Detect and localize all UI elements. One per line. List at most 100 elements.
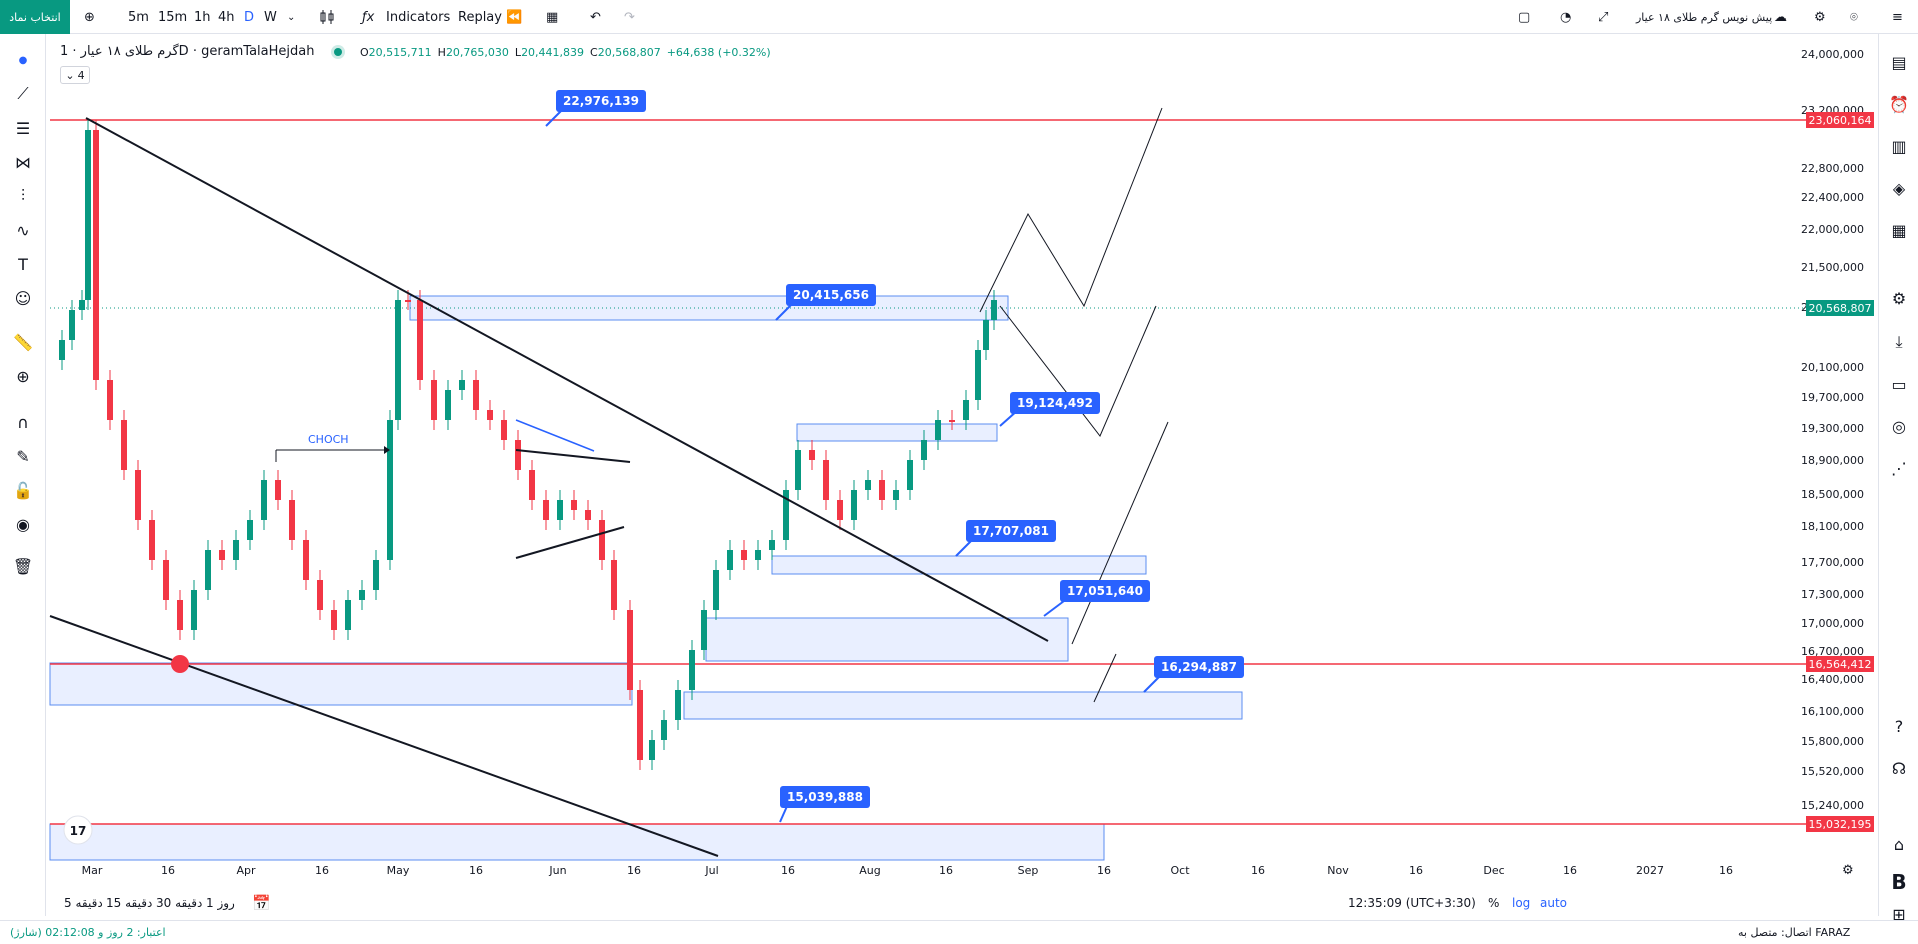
zoom-icon[interactable]: ⊕	[16, 366, 30, 386]
zone-17-7m[interactable]	[771, 555, 1147, 575]
user-icon[interactable]: ◎	[1892, 416, 1906, 436]
download-icon[interactable]: ⤓	[1895, 332, 1903, 351]
redo-icon[interactable]: ↷	[624, 9, 635, 25]
price-chart[interactable]: CHOCH 22,976,139 20,415,656 19,124,492 17,7…	[46, 34, 1878, 876]
replay-button[interactable]: Replay	[458, 9, 502, 25]
range-30m[interactable]: 30 دقیقه	[156, 896, 203, 910]
triangle-top[interactable]	[515, 449, 631, 463]
blue-line[interactable]	[515, 419, 595, 452]
indicators-button[interactable]: Indicators	[386, 9, 451, 25]
card-icon[interactable]: ▭	[1891, 374, 1907, 394]
axis-settings-icon[interactable]: ⚙	[1842, 863, 1854, 876]
interval-15m[interactable]: 15m	[158, 9, 188, 25]
zone-19m[interactable]	[796, 423, 998, 442]
callout-box[interactable]	[1154, 656, 1244, 678]
choch-annotation[interactable]: CHOCH	[275, 433, 390, 462]
log-toggle[interactable]: log	[1512, 896, 1531, 910]
menu-icon[interactable]: ≡	[1892, 9, 1903, 25]
search-icon[interactable]: ◔	[1560, 9, 1572, 25]
callout-box[interactable]	[556, 90, 646, 112]
b-icon[interactable]: B	[1891, 870, 1907, 894]
callout-box[interactable]	[966, 520, 1056, 542]
gear-icon[interactable]: ⚙	[1891, 288, 1907, 308]
emoji-icon[interactable]: ☺	[14, 288, 32, 308]
trendline-icon[interactable]: ⟋	[17, 84, 29, 103]
interval-d[interactable]: D	[244, 9, 255, 25]
text-icon[interactable]: T	[18, 254, 28, 274]
indicators-icon[interactable]: ƒx	[362, 9, 375, 25]
cursor-icon[interactable]: ●	[18, 54, 28, 66]
callout-box[interactable]	[786, 284, 876, 306]
trendline-lower[interactable]	[49, 615, 719, 857]
undo-icon[interactable]: ↶	[590, 9, 601, 25]
brush-icon[interactable]: ∿	[16, 220, 30, 240]
symbol-name[interactable]: گرم طلای ۱۸ عیار · 1D · geramTalaHejdah	[60, 44, 315, 59]
alert-icon[interactable]: ⏰	[1889, 94, 1909, 114]
percent-toggle[interactable]: %	[1488, 896, 1500, 910]
layout-icon[interactable]: ▦	[546, 9, 559, 25]
ruler-icon[interactable]: 📏	[13, 332, 33, 352]
range-15m[interactable]: 15 دقیقه	[106, 896, 153, 910]
fib-icon[interactable]: ☰	[15, 118, 31, 138]
zone-20m[interactable]	[409, 295, 1009, 321]
support-icon[interactable]: ☊	[1891, 758, 1907, 778]
time-tick: 16	[1251, 864, 1265, 876]
help-icon[interactable]: ?	[1894, 716, 1904, 736]
symbol-search-button[interactable]: انتخاب نماد	[0, 0, 70, 34]
interval-5m[interactable]: 5m	[128, 9, 149, 25]
range-1d[interactable]: 1 روز	[206, 896, 235, 910]
indicators-collapse[interactable]: ⌄ 4	[60, 66, 90, 84]
range-5m[interactable]: 5 دقیقه	[64, 896, 103, 910]
layers-icon[interactable]: ◈	[1892, 178, 1906, 198]
layout-square-icon[interactable]: ▢	[1518, 9, 1531, 25]
magnet-icon[interactable]: ∩	[17, 412, 29, 432]
snapshot-icon[interactable]: ⌾	[1850, 9, 1858, 25]
trendline-upper[interactable]	[85, 117, 1049, 642]
zone-16-2m[interactable]	[683, 691, 1243, 720]
share-icon[interactable]: ⋰	[1891, 458, 1907, 478]
symbol-legend[interactable]: گرم طلای ۱۸ عیار · 1D · geramTalaHejdah	[60, 44, 343, 59]
eye-icon[interactable]: ◉	[16, 514, 30, 534]
fullscreen-icon[interactable]: ⤢	[1598, 9, 1609, 25]
clock[interactable]: 12:35:09 (UTC+3:30)	[1348, 896, 1476, 910]
prediction-icon[interactable]: ⫶	[20, 186, 25, 205]
lock-icon[interactable]: 🔓	[13, 480, 33, 500]
app-icon[interactable]: ⊞	[1892, 904, 1906, 924]
projection-mid[interactable]	[999, 305, 1157, 437]
callout-box[interactable]	[1010, 392, 1100, 414]
cloud-icon[interactable]: ☁	[1774, 9, 1787, 25]
candle-body	[303, 540, 309, 580]
watchlist-icon[interactable]: ▤	[1891, 52, 1907, 72]
calendar-icon[interactable]: ▦	[1891, 220, 1907, 240]
candle-body	[921, 440, 927, 460]
interval-1h[interactable]: 1h	[194, 9, 211, 25]
time-axis[interactable]: Mar 16 Apr 16 May 16 Jun 16 Jul 16 Aug 16 Sep 16 Oct 16…	[82, 864, 1733, 876]
trash-icon[interactable]: 🗑	[12, 556, 34, 576]
projection-bottom[interactable]	[1093, 653, 1117, 703]
zone-17m[interactable]	[705, 617, 1069, 662]
add-symbol-icon[interactable]: ⊕	[84, 9, 95, 25]
pivot-dot[interactable]	[171, 655, 189, 673]
auto-toggle[interactable]: auto	[1540, 896, 1568, 910]
pattern-icon[interactable]: ⋈	[15, 152, 31, 172]
triangle-bottom[interactable]	[515, 526, 625, 559]
date-range-icon[interactable]: 📅	[252, 894, 271, 912]
projection-top[interactable]	[979, 107, 1163, 313]
zone-16-5m[interactable]	[49, 662, 633, 706]
tv-logo-icon[interactable]: 17	[63, 815, 93, 845]
callout-box[interactable]	[780, 786, 870, 808]
zone-15m[interactable]	[49, 823, 1105, 861]
settings-icon[interactable]: ⚙	[1814, 9, 1826, 25]
chevron-down-icon[interactable]: ⌄	[287, 11, 296, 23]
interval-4h[interactable]: 4h	[218, 9, 235, 25]
interval-w[interactable]: W	[264, 9, 277, 25]
projection-low[interactable]	[1071, 421, 1169, 645]
price-axis[interactable]: 24,000,00023,200,00022,800,00022,400,000…	[1801, 48, 1864, 812]
replay-icon[interactable]: ⏪	[506, 9, 523, 25]
notes-icon[interactable]: ▥	[1891, 136, 1907, 156]
home-icon[interactable]: ⌂	[1893, 834, 1905, 854]
layout-title[interactable]: پیش نویس گرم طلای ۱۸ عیار	[1636, 10, 1773, 24]
callout-box[interactable]	[1060, 580, 1150, 602]
draw-lock-icon[interactable]: ✎	[16, 446, 30, 466]
candles-icon[interactable]	[318, 0, 336, 34]
